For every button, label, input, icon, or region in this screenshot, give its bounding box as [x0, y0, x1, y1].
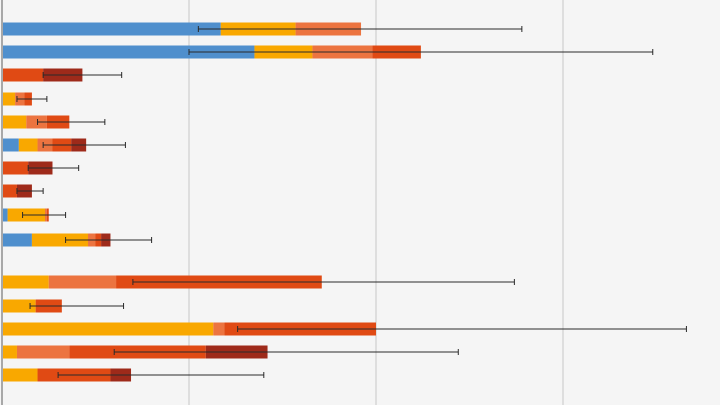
bar-row	[2, 184, 44, 198]
bar-segment-yellow	[2, 115, 27, 129]
bar-segment-yellow	[2, 368, 38, 382]
bar-row	[2, 233, 153, 247]
bar-segment-blue	[2, 45, 255, 59]
bar-row	[2, 45, 654, 59]
error-bar	[42, 72, 123, 78]
bar-row	[2, 138, 126, 152]
error-bar	[132, 279, 515, 285]
error-bar	[27, 165, 80, 171]
bar-segment-red	[2, 68, 44, 82]
error-bar	[65, 237, 153, 243]
bar-segment-yellow	[2, 299, 36, 313]
error-bar	[29, 303, 125, 309]
error-bar	[197, 26, 523, 32]
bar-row	[2, 368, 265, 382]
bar-row	[2, 92, 48, 106]
error-bar	[188, 49, 654, 55]
bar-segment-yellow	[18, 138, 38, 152]
bar-segment-yellow	[2, 322, 214, 336]
error-bar	[16, 96, 48, 102]
bar-segment-orange	[16, 345, 70, 359]
bar-row	[2, 68, 123, 82]
gridlines	[188, 0, 564, 405]
bar-segment-yellow	[2, 92, 16, 106]
bar-row	[2, 275, 515, 289]
bar-row	[2, 322, 687, 336]
bar-segment-blue	[2, 233, 32, 247]
error-bar	[37, 119, 106, 125]
bar-segment-yellow	[2, 345, 17, 359]
bar-segment-yellow	[2, 275, 49, 289]
error-bar	[16, 188, 44, 194]
bar-segment-orange	[48, 275, 117, 289]
bar-row	[2, 208, 67, 222]
bar-row	[2, 345, 459, 359]
bar-segment-yellow	[31, 233, 89, 247]
bar-row	[2, 22, 523, 36]
error-bar	[22, 212, 67, 218]
bar-segment-orange	[26, 115, 47, 129]
bar-row	[2, 115, 106, 129]
error-bar	[42, 142, 126, 148]
bar-row	[2, 161, 80, 175]
error-bar	[237, 326, 687, 332]
bar-segment-blue	[2, 138, 19, 152]
error-bar	[57, 372, 265, 378]
bar-row	[2, 299, 125, 313]
error-bar	[113, 349, 459, 355]
bar-segment-blue	[2, 22, 221, 36]
bar-segment-orange	[213, 322, 225, 336]
bars	[2, 22, 687, 382]
bar-segment-red	[2, 161, 29, 175]
bar-segment-red	[2, 184, 17, 198]
bar-segment-blue	[2, 208, 8, 222]
